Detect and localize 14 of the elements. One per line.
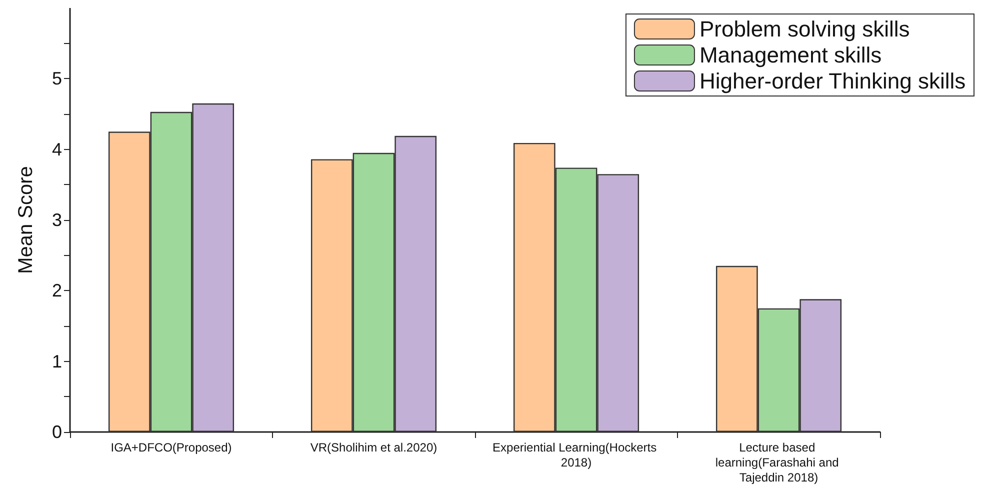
y-tick-label: 1 — [52, 351, 62, 372]
y-tick-label: 4 — [52, 139, 62, 160]
y-axis-title: Mean Score — [15, 166, 37, 274]
x-tick-label: Lecture based learning(Farashahi and Tajeddin 2018) — [715, 440, 842, 484]
x-tick-label: VR(Sholihim et al.2020) — [310, 440, 438, 454]
y-tick-label: 0 — [52, 422, 62, 442]
y-tick-label: 5 — [52, 68, 62, 89]
legend-label: Higher-order Thinking skills — [699, 68, 966, 94]
y-tick-label: 2 — [52, 280, 62, 301]
legend-label: Management skills — [699, 42, 882, 68]
x-tick-label: IGA+DFCO(Proposed) — [110, 440, 232, 454]
x-tick-label: Experiential Learning(Hockerts 2018) — [492, 440, 660, 470]
legend-label: Problem solving skills — [699, 16, 910, 42]
y-tick-label: 3 — [52, 210, 62, 230]
